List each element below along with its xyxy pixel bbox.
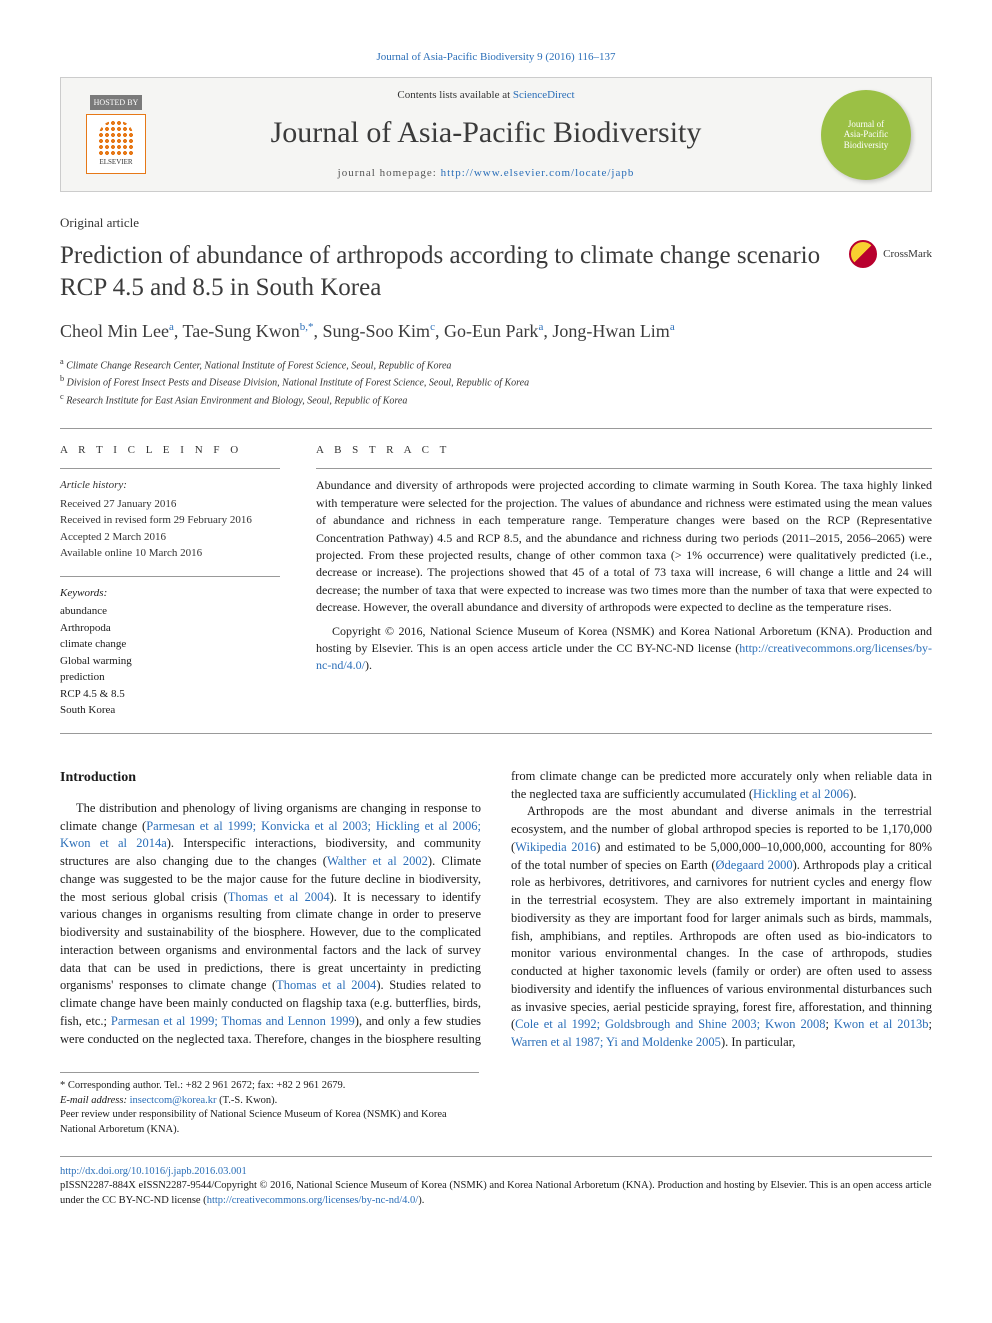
- affiliations: a Climate Change Research Center, Nation…: [60, 356, 932, 408]
- article-title: Prediction of abundance of arthropods ac…: [60, 240, 829, 303]
- copyright-suffix: ).: [365, 658, 372, 672]
- email-label: E-mail address:: [60, 1095, 130, 1106]
- history-item: Accepted 2 March 2016: [60, 531, 166, 543]
- top-citation: Journal of Asia-Pacific Biodiversity 9 (…: [60, 50, 932, 65]
- keyword: abundance: [60, 605, 107, 617]
- abstract-label: A B S T R A C T: [316, 443, 932, 458]
- text-run: ;: [825, 1017, 833, 1031]
- divider: [60, 428, 932, 429]
- issn-suffix: ).: [418, 1195, 424, 1206]
- badge-line: Asia-Pacific: [844, 129, 888, 140]
- authors-line: Cheol Min Lee a , Tae-Sung Kwonb,*, Sung-S…: [60, 319, 932, 344]
- affiliation: Division of Forest Insect Pests and Dise…: [67, 378, 529, 389]
- text-run: ). It is necessary to identify various c…: [60, 890, 481, 993]
- author-sup: a: [670, 321, 675, 333]
- journal-cover-badge: Journal of Asia-Pacific Biodiversity: [821, 90, 911, 180]
- keyword: prediction: [60, 671, 105, 683]
- issn-line: pISSN2287-884X eISSN2287-9544/Copyright …: [60, 1180, 932, 1206]
- affiliation: Climate Change Research Center, National…: [66, 360, 451, 371]
- intro-heading: Introduction: [60, 768, 481, 788]
- homepage-prefix: journal homepage:: [338, 167, 441, 179]
- citation-link[interactable]: Thomas et al 2004: [276, 978, 376, 992]
- keywords-block: Keywords: abundance Arthropoda climate c…: [60, 576, 280, 719]
- citation-link[interactable]: Wikipedia 2016: [515, 840, 596, 854]
- keyword: Global warming: [60, 655, 132, 667]
- history-item: Received in revised form 29 February 201…: [60, 514, 252, 526]
- author: , Go-Eun Park: [435, 321, 538, 341]
- article-type: Original article: [60, 214, 932, 232]
- body-paragraph: Arthropods are the most abundant and div…: [511, 803, 932, 1052]
- doi-link[interactable]: http://dx.doi.org/10.1016/j.japb.2016.03…: [60, 1166, 247, 1177]
- badge-line: Biodiversity: [844, 140, 889, 151]
- article-info-label: A R T I C L E I N F O: [60, 443, 280, 458]
- history-item: Available online 10 March 2016: [60, 547, 202, 559]
- keyword: Arthropoda: [60, 622, 111, 634]
- citation-link[interactable]: Hickling et al 2006: [753, 787, 849, 801]
- journal-homepage: journal homepage: http://www.elsevier.co…: [171, 166, 801, 181]
- email-link[interactable]: insectcom@korea.kr: [130, 1095, 217, 1106]
- elsevier-text: ELSEVIER: [99, 158, 132, 168]
- text-run: ).: [849, 787, 856, 801]
- citation-link[interactable]: Warren et al 1987; Yi and Moldenke 2005: [511, 1035, 721, 1049]
- hosted-by-label: HOSTED BY: [90, 95, 143, 110]
- author-sup: b,*: [300, 321, 314, 333]
- peer-review-note: Peer review under responsibility of Nati…: [60, 1108, 479, 1137]
- page-footer: http://dx.doi.org/10.1016/j.japb.2016.03…: [60, 1156, 932, 1209]
- keyword: RCP 4.5 & 8.5: [60, 688, 125, 700]
- history-label: Article history:: [60, 477, 280, 494]
- citation-link[interactable]: Thomas et al 2004: [228, 890, 330, 904]
- abstract-text: Abundance and diversity of arthropods we…: [316, 468, 932, 674]
- corresponding-author: * Corresponding author. Tel.: +82 2 961 …: [60, 1079, 479, 1094]
- author: Cheol Min Lee: [60, 321, 169, 341]
- citation-link[interactable]: Parmesan et al 1999; Thomas and Lennon 1…: [111, 1014, 355, 1028]
- keyword: South Korea: [60, 704, 115, 716]
- crossmark-icon: [849, 240, 877, 268]
- keywords-label: Keywords:: [60, 585, 280, 602]
- sciencedirect-link[interactable]: ScienceDirect: [513, 89, 575, 101]
- affiliation: Research Institute for East Asian Enviro…: [66, 395, 407, 406]
- journal-header: HOSTED BY ELSEVIER Contents lists availa…: [60, 77, 932, 192]
- crossmark-label: CrossMark: [883, 247, 932, 262]
- crossmark-badge[interactable]: CrossMark: [849, 240, 932, 268]
- badge-line: Journal of: [848, 119, 884, 130]
- author: , Sung-Soo Kim: [314, 321, 431, 341]
- cc-license-link[interactable]: http://creativecommons.org/licenses/by-n…: [207, 1195, 419, 1206]
- article-history: Article history: Received 27 January 201…: [60, 468, 280, 562]
- elsevier-tree-icon: [98, 120, 134, 156]
- author: , Tae-Sung Kwon: [174, 321, 300, 341]
- divider: [60, 733, 932, 734]
- contents-list-line: Contents lists available at ScienceDirec…: [171, 88, 801, 103]
- citation-link[interactable]: Kwon et al 2013b: [834, 1017, 929, 1031]
- text-run: ;: [929, 1017, 932, 1031]
- keyword: climate change: [60, 638, 126, 650]
- citation-link[interactable]: Walther et al 2002: [327, 854, 428, 868]
- text-run: ). Arthropods play a critical role as he…: [511, 858, 932, 1032]
- homepage-link[interactable]: http://www.elsevier.com/locate/japb: [441, 167, 635, 179]
- author: , Jong-Hwan Lim: [543, 321, 669, 341]
- elsevier-logo[interactable]: ELSEVIER: [86, 114, 146, 174]
- abstract-body: Abundance and diversity of arthropods we…: [316, 478, 932, 614]
- body-columns: Introduction The distribution and phenol…: [60, 768, 932, 1052]
- email-suffix: (T.-S. Kwon).: [217, 1095, 278, 1106]
- text-run: ). In particular,: [721, 1035, 795, 1049]
- citation-link[interactable]: Ødegaard 2000: [716, 858, 793, 872]
- journal-name: Journal of Asia-Pacific Biodiversity: [171, 112, 801, 154]
- citation-link[interactable]: Cole et al 1992; Goldsbrough and Shine 2…: [515, 1017, 825, 1031]
- contents-prefix: Contents lists available at: [397, 89, 512, 101]
- elsevier-logo-block: HOSTED BY ELSEVIER: [81, 95, 151, 174]
- history-item: Received 27 January 2016: [60, 498, 176, 510]
- footnotes: * Corresponding author. Tel.: +82 2 961 …: [60, 1072, 479, 1138]
